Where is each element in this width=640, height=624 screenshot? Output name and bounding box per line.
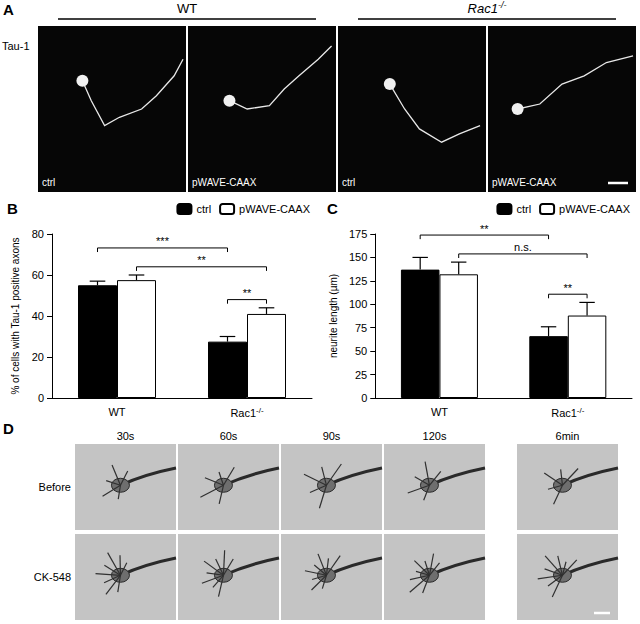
svg-text:C: C <box>327 200 338 217</box>
svg-text:CK-548: CK-548 <box>34 571 71 583</box>
svg-text:ctrl: ctrl <box>42 177 55 188</box>
svg-text:Rac1: Rac1 <box>551 407 577 419</box>
svg-text:WT: WT <box>431 406 448 418</box>
svg-text:Rac1: Rac1 <box>230 407 256 419</box>
svg-text:pWAVE-CAAX: pWAVE-CAAX <box>239 203 311 215</box>
svg-text:-/-: -/- <box>256 406 264 415</box>
svg-text:60s: 60s <box>220 430 238 442</box>
svg-text:-/-: -/- <box>577 406 585 415</box>
svg-text:**: ** <box>480 223 489 235</box>
svg-text:20: 20 <box>32 351 44 363</box>
svg-text:**: ** <box>564 282 573 294</box>
svg-text:0: 0 <box>361 392 367 404</box>
svg-text:0: 0 <box>38 392 44 404</box>
svg-text:60: 60 <box>32 269 44 281</box>
svg-text:30s: 30s <box>117 430 135 442</box>
svg-text:175: 175 <box>349 228 367 240</box>
svg-text:pWAVE-CAAX: pWAVE-CAAX <box>492 177 557 188</box>
svg-text:ctrl: ctrl <box>516 203 531 215</box>
svg-text:6min: 6min <box>556 430 580 442</box>
svg-text:150: 150 <box>349 251 367 263</box>
svg-text:Rac1-/-: Rac1-/- <box>468 0 507 16</box>
svg-text:75: 75 <box>355 322 367 334</box>
svg-text:n.s.: n.s. <box>514 241 532 253</box>
svg-text:80: 80 <box>32 228 44 240</box>
svg-text:90s: 90s <box>323 430 341 442</box>
svg-text:125: 125 <box>349 275 367 287</box>
svg-text:Before: Before <box>39 481 71 493</box>
svg-text:***: *** <box>156 235 170 247</box>
svg-text:WT: WT <box>108 406 125 418</box>
svg-text:neurite length (µm): neurite length (µm) <box>328 274 339 358</box>
svg-text:pWAVE-CAAX: pWAVE-CAAX <box>192 177 257 188</box>
svg-text:ctrl: ctrl <box>196 203 211 215</box>
svg-text:% of cells with Tau-1 positive: % of cells with Tau-1 positive axons <box>10 237 21 394</box>
svg-text:40: 40 <box>32 310 44 322</box>
svg-text:**: ** <box>243 287 252 299</box>
svg-text:50: 50 <box>355 345 367 357</box>
svg-text:25: 25 <box>355 369 367 381</box>
svg-text:pWAVE-CAAX: pWAVE-CAAX <box>559 203 631 215</box>
svg-text:**: ** <box>197 254 206 266</box>
svg-text:120s: 120s <box>423 430 447 442</box>
svg-text:WT: WT <box>177 1 197 16</box>
svg-text:ctrl: ctrl <box>342 177 355 188</box>
svg-text:B: B <box>7 200 18 217</box>
svg-text:100: 100 <box>349 298 367 310</box>
svg-text:Tau-1: Tau-1 <box>2 40 30 52</box>
svg-text:A: A <box>3 1 14 18</box>
svg-text:D: D <box>3 420 14 437</box>
